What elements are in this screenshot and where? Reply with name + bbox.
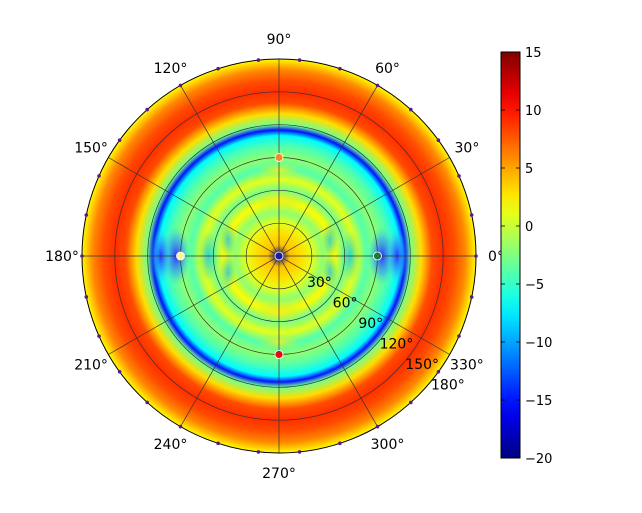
edge-dot: [178, 83, 183, 88]
angular-tick-label: 60°: [375, 61, 400, 77]
radial-tick-label: 120°: [380, 336, 414, 352]
angular-tick-label: 120°: [154, 61, 188, 77]
edge-dots: [80, 58, 478, 454]
edge-dot: [256, 58, 261, 62]
edge-dot: [338, 66, 342, 71]
edge-dot: [117, 369, 122, 374]
colorbar-tick-label: 10: [525, 104, 542, 119]
colorbar-tick-label: −15: [525, 394, 552, 409]
angular-tick-label: 270°: [262, 466, 296, 482]
heatmap-lobe: [220, 222, 236, 258]
angular-tick-label: 330°: [450, 358, 484, 374]
angular-tick-label: 300°: [371, 437, 405, 453]
edge-dot: [457, 174, 461, 178]
angular-tick-label: 30°: [455, 141, 480, 157]
angular-tick-label: 180°: [45, 249, 79, 265]
angular-tick-label: 210°: [74, 358, 108, 374]
edge-dot: [216, 66, 220, 71]
radial-tick-labels: 30°60°90° 120° 150° 180°: [307, 275, 465, 393]
radial-tick-label: 180°: [431, 377, 465, 393]
colorbar-tick-label: 0: [525, 220, 533, 235]
edge-dot: [409, 400, 413, 405]
edge-dot: [80, 254, 84, 258]
edge-dot: [117, 138, 122, 143]
edge-dot: [375, 83, 380, 88]
edge-dot: [338, 441, 342, 446]
colorbar-tick-label: −20: [525, 452, 552, 467]
colorbar-tick-label: −10: [525, 336, 552, 351]
angular-tick-label: 240°: [154, 437, 188, 453]
colorbar: 15 10 5 0 −5 −10 −15 −20: [500, 46, 552, 467]
edge-dot: [84, 213, 89, 217]
edge-dot: [297, 58, 302, 62]
data-marker: [373, 251, 382, 261]
edge-dot: [84, 295, 89, 299]
angular-tick-labels: 0°30°60°90°120°150°180°210°240°270°300°3…: [45, 32, 504, 482]
edge-dot: [436, 369, 441, 374]
heatmap-lobe: [220, 254, 236, 290]
colorbar-ticks: 15 10 5 0 −5 −10 −15 −20: [501, 46, 552, 467]
data-marker: [274, 251, 284, 261]
edge-dot: [97, 174, 101, 178]
colorbar-bar: [500, 51, 521, 459]
edge-dot: [474, 254, 478, 258]
radial-tick-label: 60°: [333, 296, 358, 312]
edge-dot: [409, 107, 413, 112]
heatmap-lobe: [322, 222, 338, 258]
polar-plot-area: 0°30°60°90°120°150°180°210°240°270°300°3…: [45, 32, 504, 482]
edge-dot: [469, 295, 474, 299]
markers: [176, 153, 382, 359]
data-marker: [176, 251, 185, 261]
edge-dot: [457, 334, 461, 338]
colorbar-tick-label: 15: [525, 46, 542, 61]
radial-tick-label: 30°: [307, 275, 332, 291]
angular-tick-label: 0°: [488, 249, 504, 265]
heatmap-lobe: [322, 254, 338, 290]
edge-dot: [178, 424, 183, 429]
edge-dot: [375, 424, 380, 429]
angular-tick-label: 90°: [267, 32, 292, 48]
edge-dot: [469, 213, 474, 217]
edge-dot: [256, 450, 261, 454]
edge-dot: [297, 450, 302, 454]
edge-dot: [145, 107, 149, 112]
angular-tick-label: 150°: [74, 141, 108, 157]
edge-dot: [145, 400, 149, 405]
radial-tick-label: 150°: [405, 357, 439, 373]
edge-dot: [436, 138, 441, 143]
data-marker: [274, 153, 284, 162]
edge-dot: [216, 441, 220, 446]
edge-dot: [97, 334, 101, 338]
colorbar-tick-label: −5: [525, 278, 544, 293]
radial-tick-label: 90°: [358, 316, 383, 332]
colorbar-tick-label: 5: [525, 162, 533, 177]
data-marker: [274, 350, 284, 359]
